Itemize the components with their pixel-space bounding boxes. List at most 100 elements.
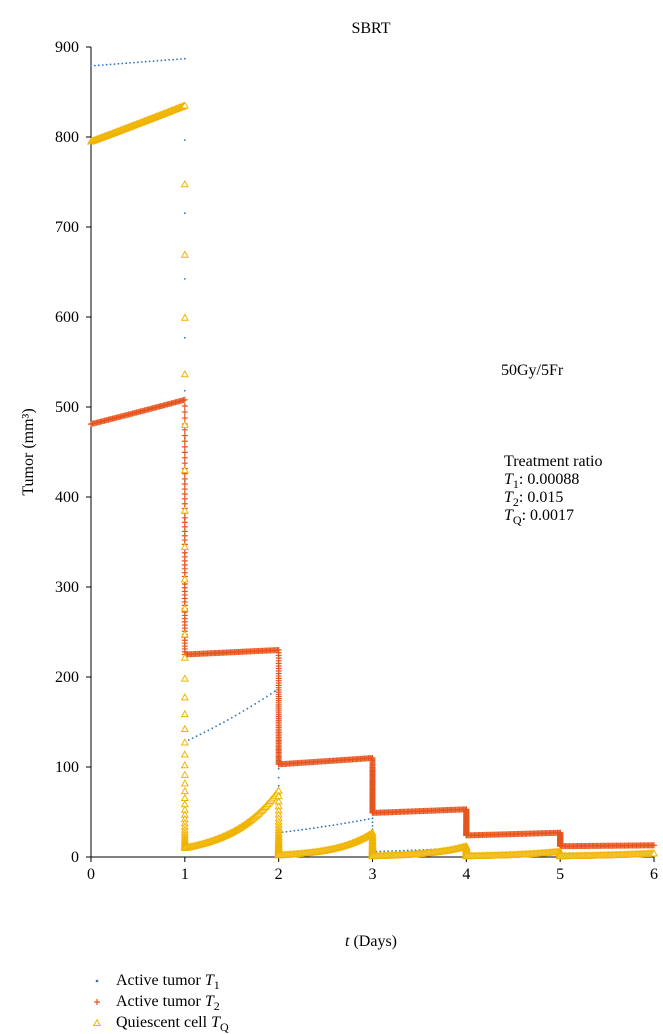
series-2 <box>88 396 657 850</box>
legend-item-3: Quiescent cell TQ <box>92 1014 229 1034</box>
data-point <box>258 700 261 703</box>
drop-point <box>181 432 188 439</box>
data-point <box>262 698 264 700</box>
data-point <box>101 64 104 66</box>
y-tick-label: 800 <box>55 129 79 146</box>
data-point <box>293 829 296 832</box>
y-tick-label: 300 <box>55 579 79 596</box>
data-point <box>191 737 194 740</box>
data-point <box>152 60 155 63</box>
data-point <box>246 707 249 710</box>
treatment-ratio-line: T2: 0.015 <box>504 489 563 509</box>
data-point <box>117 62 120 65</box>
data-point <box>156 59 159 62</box>
data-point <box>168 59 171 61</box>
data-point <box>90 65 92 67</box>
drop-point <box>371 825 374 827</box>
data-point <box>367 818 370 820</box>
drop-point <box>180 465 189 474</box>
data-point <box>181 396 188 403</box>
y-tick-label: 100 <box>55 759 79 776</box>
data-point <box>312 827 315 829</box>
drop-point <box>181 438 188 445</box>
y-axis: 0 100 200 300 400 500 600 700 800 900 <box>55 39 92 866</box>
data-point <box>336 823 339 826</box>
drop-point <box>180 674 189 682</box>
drop-point <box>180 786 189 795</box>
legend-marker <box>95 979 99 983</box>
y-tick-label: 500 <box>55 399 79 416</box>
data-point <box>285 830 288 833</box>
data-point <box>320 826 323 828</box>
data-point <box>379 850 382 853</box>
data-point <box>109 63 112 66</box>
data-point <box>355 820 358 823</box>
data-point <box>234 714 237 717</box>
drop-point <box>181 454 188 461</box>
drop-point <box>181 475 188 482</box>
legend-label: Active tumor T2 <box>116 993 220 1013</box>
drop-point <box>180 604 189 612</box>
data-point <box>219 723 221 726</box>
data-point <box>180 58 182 60</box>
x-tick-label: 4 <box>462 866 470 883</box>
drop-point <box>183 389 186 392</box>
drop-point <box>180 738 189 746</box>
data-point <box>180 101 189 109</box>
drop-point <box>181 415 188 422</box>
dose-annotation: 50Gy/5Fr <box>501 362 564 379</box>
legend-label: Quiescent cell TQ <box>116 1014 229 1034</box>
data-point <box>187 739 190 741</box>
drop-point <box>277 776 280 779</box>
drop-point <box>180 179 189 188</box>
data-point <box>97 64 100 67</box>
y-tick-label: 0 <box>71 849 79 866</box>
data-point <box>211 727 214 730</box>
x-tick-label: 3 <box>369 866 377 883</box>
data-point <box>266 695 268 698</box>
data-point <box>348 821 350 824</box>
treatment-ratio-title: Treatment ratio <box>504 453 603 470</box>
x-tick-label: 5 <box>556 866 564 883</box>
y-tick-label: 600 <box>55 309 79 326</box>
drop-point <box>180 542 189 550</box>
legend-label: Active tumor T1 <box>116 972 220 992</box>
legend-marker <box>92 1018 102 1027</box>
data-point <box>371 817 374 820</box>
legend-item-2: Active tumor T2 <box>94 993 220 1013</box>
data-point <box>230 716 233 719</box>
data-point <box>215 725 218 728</box>
data-point <box>176 58 178 61</box>
drop-point <box>180 630 189 638</box>
data-point <box>164 59 167 62</box>
y-tick-label: 900 <box>55 39 79 56</box>
data-point <box>121 62 124 65</box>
data-point <box>332 824 335 827</box>
chart-title: SBRT <box>351 20 390 37</box>
drop-point <box>183 277 186 280</box>
series-layer <box>86 57 659 860</box>
data-point <box>125 62 128 65</box>
data-point <box>649 849 659 857</box>
drop-point <box>180 575 189 583</box>
drop-point <box>181 449 188 456</box>
series-3 <box>86 101 659 860</box>
data-point <box>172 58 175 61</box>
drop-point <box>180 760 189 769</box>
drop-point <box>180 653 189 661</box>
drop-point <box>180 250 189 258</box>
data-point <box>340 822 343 825</box>
data-point <box>195 735 198 738</box>
y-tick-label: 200 <box>55 669 79 686</box>
x-axis-title: t (Days) <box>345 933 397 950</box>
data-point <box>297 829 300 832</box>
data-point <box>324 825 327 828</box>
data-point <box>129 62 131 64</box>
data-point <box>363 818 366 821</box>
data-point <box>223 721 225 723</box>
drop-point <box>180 750 189 758</box>
drop-point <box>180 693 189 701</box>
data-point <box>144 60 147 63</box>
